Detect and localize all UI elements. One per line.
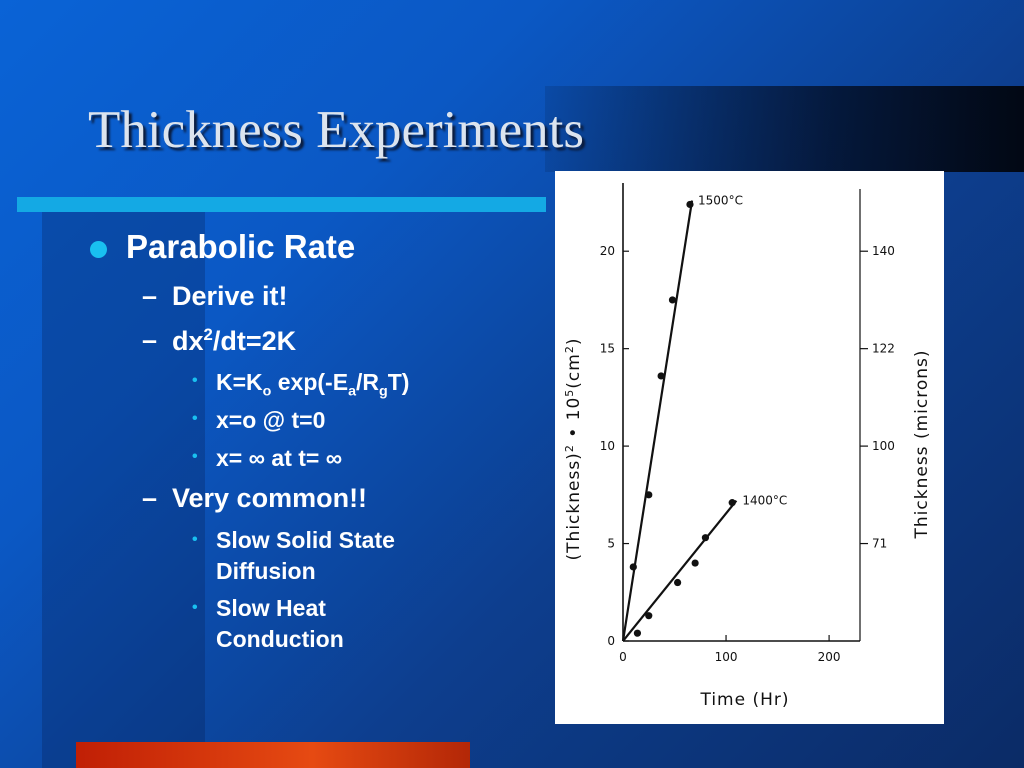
bullet-rate-equation: dx2/dt=2K [172, 325, 297, 356]
y2-tick-label: 100 [872, 439, 895, 453]
bullet-derive-it: Derive it! [172, 281, 288, 311]
y-tick-label: 20 [600, 244, 615, 258]
x-tick-label: 100 [715, 650, 738, 664]
bullet-parabolic-rate: Parabolic Rate [126, 228, 356, 265]
data-point [701, 534, 710, 542]
small-bullet-marker: • [192, 448, 198, 465]
y-tick-label: 0 [607, 634, 615, 648]
bullet-very-common: Very common!! [172, 483, 368, 513]
bullet-k-equation: K=Ko exp(-Ea/RgT) [216, 369, 410, 400]
x-tick-label: 0 [619, 650, 627, 664]
bullet-heat-conduction: Slow Heat Conduction [216, 595, 344, 652]
red-accent-bar [76, 742, 470, 768]
series-label: 1400°C [742, 494, 787, 508]
slide-title: Thickness Experiments [88, 101, 585, 159]
data-point [674, 578, 682, 587]
x-tick-label: 200 [818, 650, 841, 664]
x-axis-title: Time (Hr) [699, 690, 789, 710]
data-point [645, 612, 653, 620]
y-axis-title: (Thickness)2 • 105(cm2) [563, 338, 584, 561]
data-point [633, 629, 642, 637]
small-bullet-marker: • [192, 372, 198, 389]
data-point [668, 296, 677, 304]
data-point [691, 559, 699, 567]
data-point [728, 499, 736, 507]
data-point [645, 491, 653, 499]
series-fit-line [622, 499, 738, 642]
small-bullet-marker: • [192, 599, 198, 616]
small-bullet-marker: • [192, 410, 198, 427]
bullet-initial-condition: x=o @ t=0 [216, 407, 326, 433]
cyan-accent-bar [17, 197, 546, 212]
data-point [629, 563, 637, 571]
y2-axis-title: Thickness (microns) [912, 350, 932, 540]
y2-tick-label: 140 [872, 244, 895, 258]
y-tick-label: 10 [600, 439, 615, 453]
data-point [657, 372, 665, 380]
title-dark-band [545, 86, 1024, 172]
series-fit-line [621, 200, 694, 642]
bullet-infinity-condition: x= ∞ at t= ∞ [216, 445, 343, 471]
dash-marker: – [142, 281, 158, 311]
thickness-chart-panel: 0 5 10 15 20 0 100 200 71 100 122 140 1500°C 1400°C … [555, 171, 944, 724]
dash-marker: – [142, 483, 158, 513]
series-label: 1500°C [698, 194, 743, 208]
y-tick-label: 5 [607, 537, 615, 551]
y2-tick-label: 71 [872, 537, 887, 551]
small-bullet-marker: • [192, 531, 198, 548]
y-tick-label: 15 [600, 342, 615, 356]
data-point [686, 200, 694, 209]
dash-marker: – [142, 325, 158, 355]
bullet-dot-marker [90, 241, 107, 258]
y2-tick-label: 122 [872, 342, 895, 356]
bullet-solid-state-diffusion: Slow Solid State Diffusion [216, 527, 395, 584]
left-shade-panel [42, 212, 205, 768]
